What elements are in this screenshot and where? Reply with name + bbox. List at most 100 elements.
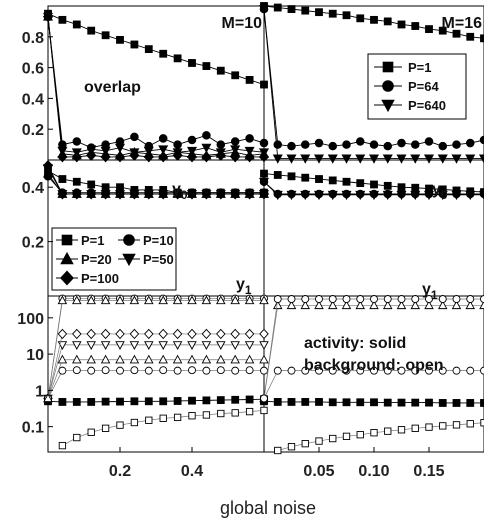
- data-point-bottom-right-4-9: [383, 295, 392, 304]
- data-point-bottom-left-5-14: [244, 328, 255, 340]
- data-point-bottom-right-1-1: [287, 443, 296, 451]
- data-point-top-right-1-4: [314, 138, 324, 148]
- legend-marker: [122, 253, 136, 267]
- data-point-bottom-left-2-9: [173, 366, 182, 375]
- data-point-top-left-1-12: [216, 140, 226, 149]
- data-point-bottom-left-1-6: [145, 416, 153, 424]
- data-point-bottom-left-3-4: [100, 354, 111, 364]
- data-point-top-right-1-14: [452, 140, 461, 149]
- data-point-bottom-right-0-11: [411, 398, 420, 407]
- data-point-bottom-right-3-14: [451, 300, 462, 310]
- panel-top-right: P=1 P=64 P=640: [258, 2, 484, 164]
- data-point-bottom-right-2-11: [411, 366, 420, 375]
- ytick-label: 0.4: [22, 91, 44, 108]
- panel-mid-right: [258, 169, 484, 201]
- data-point-top-right-2-9: [382, 154, 393, 164]
- data-point-mid-left-4-2: [71, 188, 82, 200]
- data-point-top-left-0-1: [58, 15, 67, 24]
- data-point-mid-left-0-3: [87, 180, 96, 189]
- data-point-top-left-4-15: [258, 151, 270, 163]
- legend-marker: [60, 270, 74, 286]
- panel-mid-left: P=1 P=10 P=20 P=50 P=100: [42, 159, 270, 291]
- annotation-activity: activity: solid: [304, 335, 406, 352]
- data-point-top-left-1-15: [259, 138, 269, 148]
- data-point-top-left-4-11: [201, 151, 212, 163]
- data-point-top-left-1-6: [130, 132, 139, 142]
- data-point-bottom-left-1-12: [231, 409, 239, 417]
- data-point-bottom-left-7-7: [144, 295, 154, 305]
- data-point-top-right-2-8: [368, 154, 380, 164]
- legend-marker: [60, 251, 74, 265]
- data-point-top-right-1-3: [300, 140, 310, 149]
- data-point-top-right-0-2: [287, 5, 296, 13]
- data-point-bottom-right-3-3: [300, 300, 311, 310]
- data-point-bottom-left-1-2: [87, 428, 95, 436]
- data-point-bottom-left-7-8: [158, 295, 168, 305]
- ytick-label: 0.2: [22, 235, 44, 252]
- data-point-bottom-right-0-4: [315, 398, 323, 406]
- data-point-top-right-1-5: [328, 141, 338, 151]
- data-point-bottom-left-4-11: [201, 341, 212, 350]
- data-point-bottom-left-4-15: [259, 341, 269, 350]
- series-line-bottom-right-1: [277, 422, 484, 451]
- data-point-bottom-left-5-13: [230, 328, 240, 340]
- ytick-label: 0.1: [22, 420, 44, 437]
- data-point-bottom-right-0-8: [370, 398, 378, 407]
- ytick-label: 0.6: [22, 61, 44, 78]
- data-point-bottom-left-3-1: [57, 354, 68, 364]
- data-point-top-right-2-12: [423, 154, 435, 164]
- series-line-bottom-left-2: [47, 369, 265, 399]
- series-line-top-left-4: [47, 16, 264, 158]
- data-point-bottom-right-3-7: [355, 300, 366, 310]
- data-point-mid-right-0-5: [328, 176, 337, 185]
- series-line-top-left-1: [47, 16, 265, 149]
- data-point-bottom-left-3-11: [201, 354, 212, 364]
- panel-label: M=16: [442, 15, 483, 32]
- data-point-bottom-left-5-9: [172, 328, 183, 340]
- data-point-top-right-1-6: [342, 140, 351, 149]
- data-point-bottom-left-5-6: [129, 328, 140, 340]
- data-point-bottom-left-1-11: [217, 409, 225, 418]
- data-point-mid-left-4-4: [100, 188, 111, 200]
- data-point-bottom-left-2-15: [260, 366, 268, 375]
- data-point-bottom-left-5-15: [259, 328, 269, 340]
- data-point-mid-right-0-10: [397, 183, 406, 192]
- data-point-bottom-left-7-5: [115, 295, 125, 305]
- data-point-bottom-right-3-1: [272, 300, 283, 310]
- data-point-top-left-0-15: [260, 80, 268, 89]
- series-line-bottom-left-6: [47, 298, 264, 399]
- data-point-bottom-right-1-4: [329, 434, 337, 443]
- data-point-top-left-1-13: [230, 137, 240, 146]
- data-point-mid-right-2-1: [272, 190, 283, 201]
- data-point-mid-left-4-14: [244, 188, 255, 200]
- data-point-bottom-left-7-6: [129, 295, 140, 305]
- data-point-bottom-left-1-5: [130, 418, 139, 427]
- data-point-bottom-left-0-4: [101, 397, 110, 406]
- data-point-bottom-left-0-1: [58, 398, 67, 406]
- data-point-bottom-left-7-1: [57, 295, 68, 305]
- data-point-top-right-2-3: [300, 154, 311, 164]
- data-point-bottom-right-2-16: [480, 366, 484, 375]
- data-point-bottom-left-0-5: [116, 397, 124, 406]
- data-point-mid-right-2-11: [410, 190, 421, 201]
- data-point-top-left-0-3: [87, 26, 96, 35]
- data-point-top-right-0-9: [383, 17, 392, 26]
- data-point-top-right-0-3: [301, 6, 310, 15]
- data-point-bottom-left-5-3: [86, 328, 96, 340]
- data-point-bottom-right-0-3: [301, 398, 310, 406]
- data-point-bottom-right-4-10: [397, 295, 406, 304]
- data-point-bottom-left-5-1: [57, 328, 68, 340]
- data-point-bottom-left-2-8: [159, 366, 168, 375]
- data-point-mid-right-2-4: [313, 190, 325, 201]
- data-point-bottom-right-0-15: [466, 399, 475, 407]
- data-point-bottom-right-2-6: [342, 366, 351, 375]
- data-point-top-left-0-4: [101, 31, 110, 40]
- data-point-bottom-right-2-15: [466, 366, 475, 375]
- data-point-mid-right-2-16: [478, 190, 484, 201]
- data-point-mid-right-0-0: [260, 169, 268, 178]
- data-point-top-left-4-6: [129, 149, 140, 161]
- data-point-top-left-2-8: [158, 145, 169, 155]
- series-line-bottom-left-0: [47, 398, 265, 403]
- data-point-bottom-right-3-9: [382, 300, 393, 310]
- series-line-bottom-left-3: [47, 359, 264, 399]
